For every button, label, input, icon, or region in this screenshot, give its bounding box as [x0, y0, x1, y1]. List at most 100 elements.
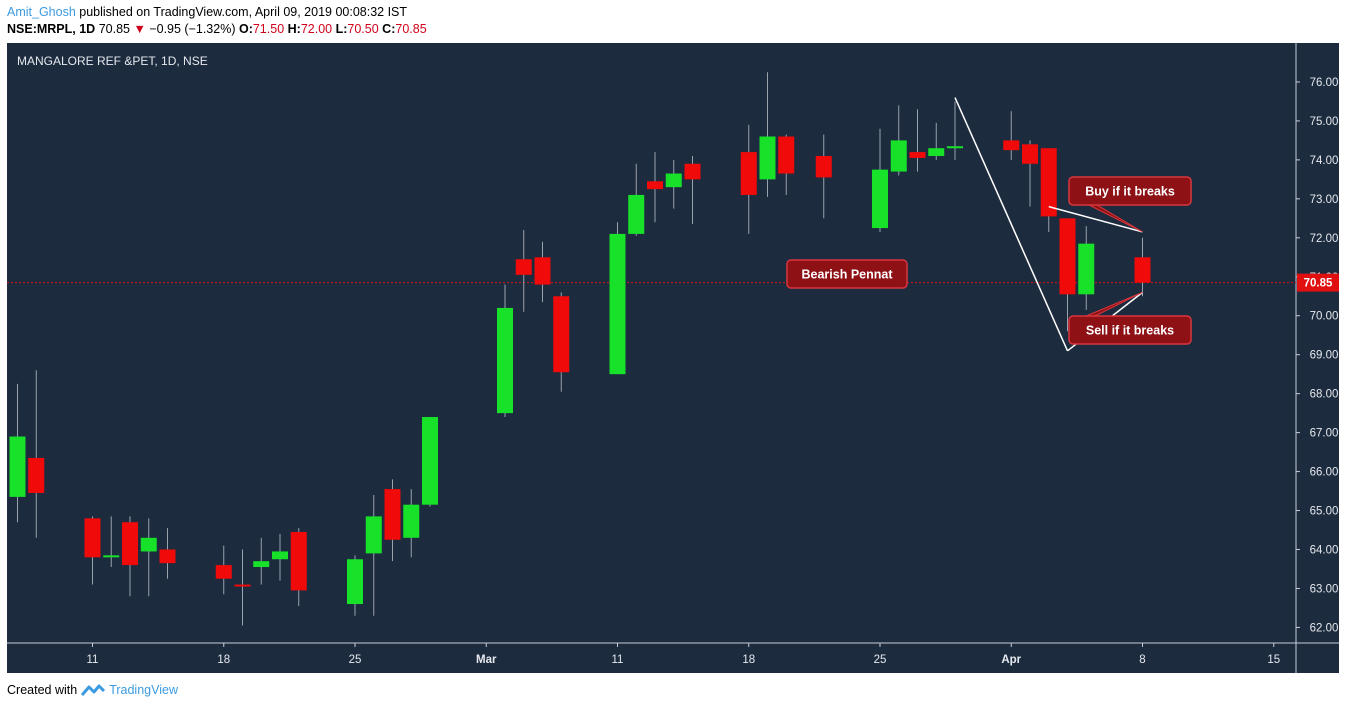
bullish-candle — [890, 105, 907, 176]
created-with-label: Created with — [7, 683, 78, 697]
buy-callout: Buy if it breaks — [1068, 176, 1192, 233]
chart-background — [7, 43, 1339, 673]
bearish-candle — [1134, 237, 1151, 297]
candle-body — [872, 169, 888, 229]
callout-box — [1068, 176, 1192, 206]
candle-body — [1040, 148, 1057, 217]
x-tick-label: 25 — [874, 654, 887, 666]
x-tick-label: 18 — [742, 654, 755, 666]
bearish-candle — [647, 152, 663, 223]
tradingview-link[interactable]: TradingView — [109, 683, 178, 697]
bearish-candle — [534, 241, 551, 303]
bearish-candle — [215, 545, 232, 595]
bullish-candle — [609, 222, 626, 375]
candle-body — [140, 537, 157, 552]
candle-body — [122, 522, 138, 566]
bullish-candle — [928, 122, 945, 160]
candle-body — [384, 489, 401, 540]
last-price-label: 70.85 — [1304, 278, 1333, 290]
open-value: 71.50 — [252, 22, 285, 36]
x-tick-label: Apr — [1001, 654, 1021, 666]
bullish-candle — [665, 159, 682, 209]
bearish-candle — [815, 134, 832, 219]
callout-text: Buy if it breaks — [1085, 185, 1175, 199]
bullish-candle — [403, 489, 420, 558]
bearish-candle — [290, 528, 307, 606]
candle-body — [609, 233, 626, 375]
bullish-candle — [628, 163, 645, 236]
candle-body — [909, 152, 926, 158]
bullish-candle — [947, 101, 963, 160]
candle-body — [815, 155, 832, 178]
x-tick-label: 18 — [217, 654, 230, 666]
bearish-candle — [234, 549, 251, 626]
down-arrow-icon: ▼ — [133, 22, 146, 36]
candle-body — [272, 551, 288, 560]
x-tick-label: 25 — [349, 654, 362, 666]
candle-body — [553, 296, 570, 373]
y-tick-label: 62.00 — [1310, 622, 1339, 634]
y-tick-label: 68.00 — [1310, 389, 1339, 401]
y-tick-label: 64.00 — [1310, 544, 1339, 556]
callout-text: Bearish Pennat — [801, 268, 893, 282]
y-tick-label: 76.00 — [1310, 77, 1339, 89]
author-link[interactable]: Amit_Ghosh — [7, 5, 76, 19]
tradingview-logo-icon — [81, 684, 106, 696]
x-tick-label: Mar — [476, 654, 497, 666]
publish-info: published on TradingView.com, April 09, … — [79, 5, 408, 19]
bullish-candle — [365, 494, 382, 616]
bearish-candle — [1022, 140, 1038, 207]
y-tick-label: 66.00 — [1310, 467, 1339, 479]
y-tick-label: 72.00 — [1310, 233, 1339, 245]
high-label: H: — [287, 22, 301, 36]
candle-body — [684, 163, 701, 180]
candle-body — [234, 584, 251, 587]
bearish-candle — [778, 134, 795, 195]
candle-body — [347, 559, 363, 605]
bullish-candle — [347, 555, 363, 616]
candle-body — [1003, 140, 1020, 151]
y-tick-label: 65.00 — [1310, 506, 1339, 518]
candle-body — [534, 257, 551, 285]
chart-title: MANGALORE REF &PET, 1D, NSE — [17, 54, 208, 68]
x-tick-label: 11 — [87, 654, 99, 666]
x-tick-label: 15 — [1267, 654, 1280, 666]
bullish-candle — [872, 128, 888, 232]
last-price-badge — [1297, 273, 1339, 292]
candle-body — [1134, 257, 1151, 283]
sell-callout: Sell if it breaks — [1068, 291, 1192, 345]
open-label: O: — [238, 22, 253, 36]
bearish-candle — [122, 516, 138, 597]
candle-body — [740, 152, 757, 195]
candle-body — [1059, 218, 1076, 295]
callout-box — [786, 259, 908, 289]
candle-body — [290, 531, 307, 591]
bullish-candle — [140, 518, 157, 597]
bearish-candle — [684, 155, 701, 225]
bearish-candle — [1003, 111, 1020, 160]
bearish-candle — [515, 230, 532, 312]
bullish-candle — [272, 533, 288, 581]
bearish-pennant-callout: Bearish Pennat — [786, 259, 908, 289]
bearish-candle — [84, 516, 101, 585]
bearish-candle — [28, 370, 45, 538]
candle-body — [253, 561, 270, 568]
candle-body — [84, 518, 101, 558]
candlestick-chart[interactable]: 62.00 63.00 64.00 65.00 66.00 67.00 68.00 69.00… — [7, 43, 1339, 673]
candle-body — [759, 136, 776, 180]
candle-body — [928, 148, 945, 156]
pennant-line — [954, 97, 1069, 352]
low-label: L: — [335, 22, 348, 36]
bearish-candle — [909, 109, 926, 172]
bearish-candle — [740, 124, 757, 234]
candle-body — [9, 436, 26, 497]
bullish-candle — [9, 383, 26, 523]
y-tick-label: 67.00 — [1310, 428, 1339, 440]
footer: Created with TradingView — [7, 683, 178, 697]
y-tick-label: 70.00 — [1310, 311, 1339, 323]
bullish-candle — [759, 72, 776, 197]
bearish-candle — [159, 528, 176, 579]
y-tick-label: 73.00 — [1310, 194, 1339, 206]
x-tick-label: 8 — [1139, 654, 1145, 666]
publish-line: Amit_Ghosh published on TradingView.com,… — [7, 4, 427, 21]
